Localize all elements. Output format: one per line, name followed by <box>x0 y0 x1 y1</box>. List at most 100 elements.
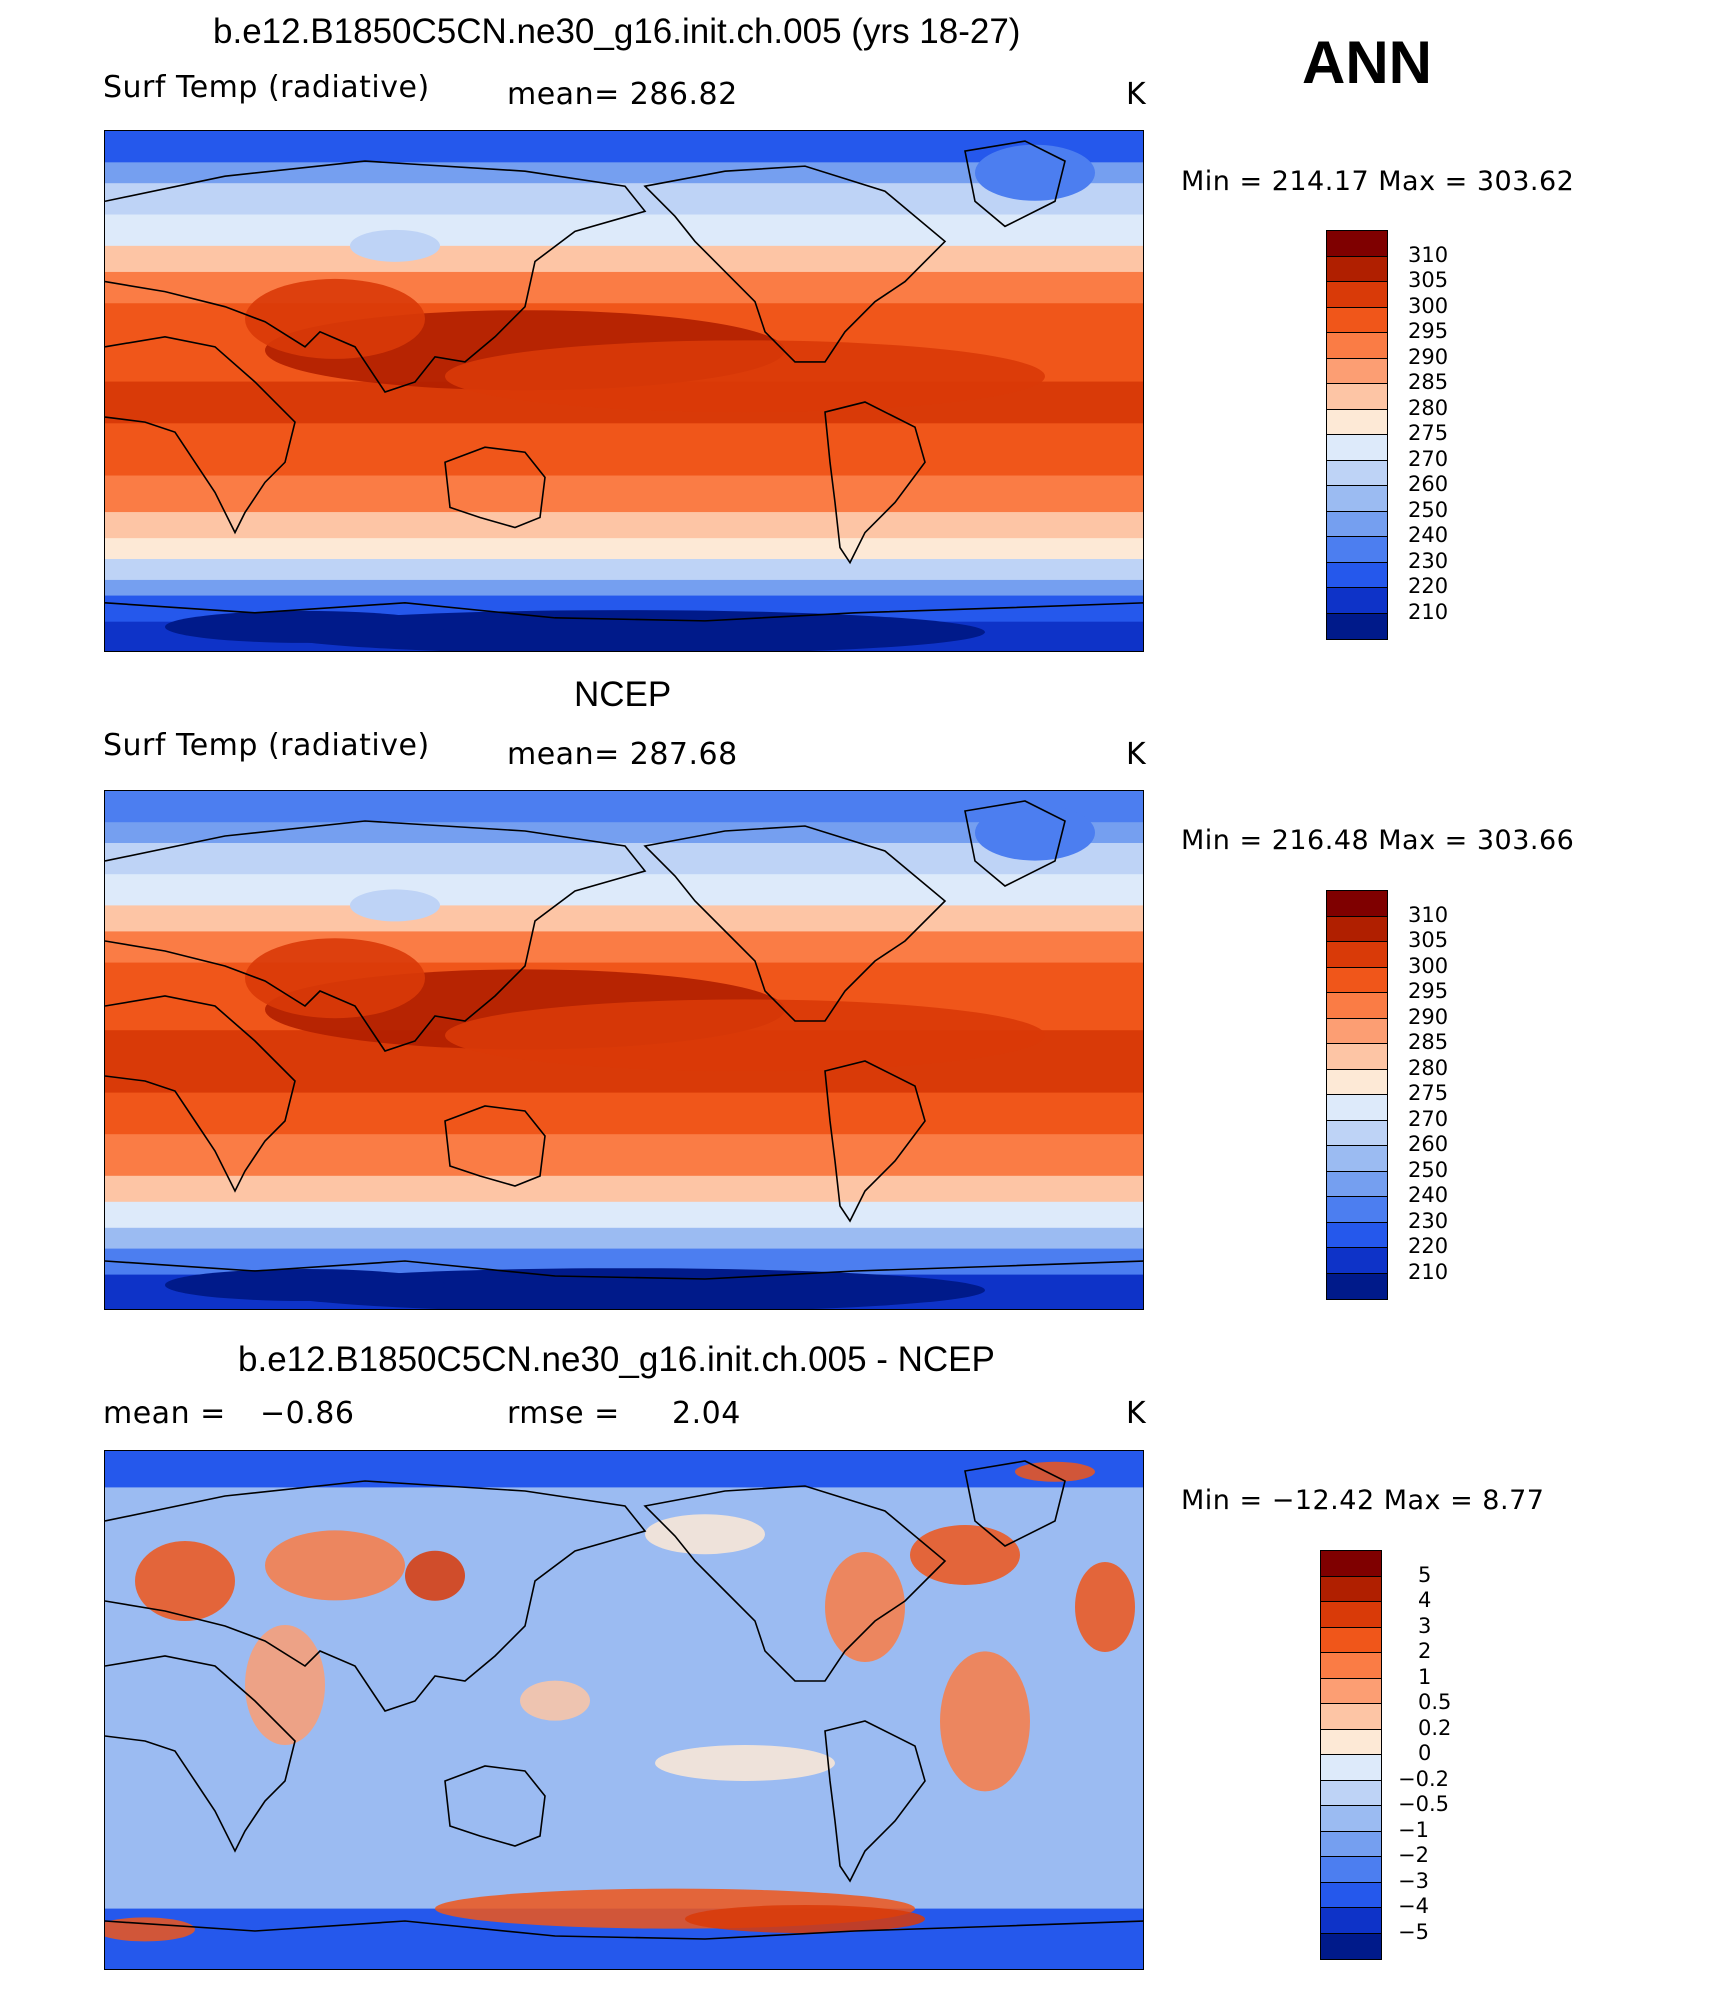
coastline <box>643 825 947 1022</box>
panel-3-minmax: Min = −12.42 Max = 8.77 <box>1181 1485 1545 1516</box>
colorbar-swatch <box>1327 1248 1387 1274</box>
colorbar-swatch <box>1327 1197 1387 1223</box>
anomaly-region <box>940 1651 1030 1792</box>
colorbar-swatch <box>1321 1653 1381 1679</box>
panel-1-left-label: Surf Temp (radiative) <box>103 70 430 105</box>
panel-2-mean-label: mean= 287.68 <box>507 737 738 772</box>
anomaly-region <box>105 1917 195 1942</box>
colorbar-swatch <box>1327 409 1387 435</box>
colorbar-tick-label: 305 <box>1408 268 1449 292</box>
colorbar-tick-label: 5 <box>1418 1562 1432 1587</box>
colorbar-swatch <box>1321 1704 1381 1730</box>
colorbar-tick-label: 1 <box>1418 1664 1432 1689</box>
colorbar-tick-label: 310 <box>1408 902 1449 927</box>
anomaly-region <box>825 1552 905 1662</box>
colorbar-swatch <box>1327 537 1387 563</box>
panel-3-units-label: K <box>1126 1396 1147 1431</box>
colorbar-swatch <box>1327 562 1387 588</box>
warm-pool-region <box>445 999 1045 1072</box>
colorbar-tick-label: 210 <box>1408 599 1449 624</box>
panel-2-map <box>104 790 1144 1310</box>
panel-2-left-label: Surf Temp (radiative) <box>103 728 430 763</box>
colorbar-swatch <box>1327 231 1387 257</box>
coastline <box>964 1460 1066 1547</box>
colorbar-tick-label: 0 <box>1418 1741 1432 1765</box>
colorbar-swatch <box>1321 1933 1381 1959</box>
temperature-band <box>105 131 1143 164</box>
temperature-band <box>105 1227 1143 1250</box>
anomaly-region <box>245 1625 325 1745</box>
temperature-band <box>105 214 1143 247</box>
colorbar-swatch <box>1327 256 1387 282</box>
colorbar-swatch <box>1321 1806 1381 1832</box>
colorbar-swatch <box>1327 486 1387 512</box>
colorbar-swatch <box>1321 1551 1381 1577</box>
colorbar-tick-label: 300 <box>1408 953 1449 978</box>
cold-region <box>350 229 440 262</box>
colorbar-tick-label: 280 <box>1408 395 1449 420</box>
cold-region <box>975 804 1095 861</box>
panel-1-minmax: Min = 214.17 Max = 303.62 <box>1181 166 1575 197</box>
colorbar-tick-label: 250 <box>1408 1157 1449 1182</box>
colorbar-swatch <box>1327 435 1387 461</box>
colorbar-swatch <box>1321 1729 1381 1755</box>
colorbar-tick-label: 0.2 <box>1418 1715 1452 1740</box>
colorbar-swatch <box>1327 1222 1387 1248</box>
colorbar-swatch <box>1327 588 1387 614</box>
panel-1-field-svg <box>105 131 1143 651</box>
panel-3-rmse-value: 2.04 <box>672 1396 741 1431</box>
colorbar-tick-label: 230 <box>1408 1208 1449 1233</box>
colorbar-swatch <box>1321 1602 1381 1628</box>
colorbar-swatch <box>1327 942 1387 968</box>
temperature-band <box>105 475 1143 514</box>
anomaly-region <box>655 1745 835 1781</box>
coastline <box>824 401 926 565</box>
panel-3-map <box>104 1450 1144 1970</box>
colorbar-swatch <box>1327 1146 1387 1172</box>
coastline <box>105 995 296 1193</box>
coastline <box>824 1060 926 1223</box>
colorbar-swatch <box>1321 1576 1381 1602</box>
coastline <box>105 1480 647 1712</box>
colorbar-tick-label: 285 <box>1408 1030 1449 1054</box>
colorbar-tick-label: −0.2 <box>1398 1766 1449 1791</box>
temperature-band <box>105 183 1143 216</box>
colorbar-tick-label: 310 <box>1408 242 1449 267</box>
warm-pool-region <box>245 938 425 1019</box>
coastline <box>105 820 647 1052</box>
cold-region <box>165 610 445 643</box>
colorbar-tick-label: 275 <box>1408 421 1449 445</box>
colorbar-tick-label: 250 <box>1408 497 1449 522</box>
colorbar-swatch <box>1327 1069 1387 1095</box>
colorbar-swatch <box>1327 891 1387 917</box>
coastline <box>105 1260 1143 1280</box>
panel-3-rmse-label: rmse = <box>507 1396 620 1431</box>
colorbar-swatch <box>1321 1780 1381 1806</box>
coastline <box>444 446 546 529</box>
coastline <box>643 1485 947 1682</box>
colorbar-tick-label: 295 <box>1408 979 1449 1003</box>
temperature-band <box>105 579 1143 597</box>
colorbar-swatch <box>1321 1908 1381 1934</box>
temperature-band <box>105 559 1143 581</box>
temperature-band <box>105 245 1143 273</box>
temperature-band <box>105 874 1143 907</box>
anomaly-region <box>910 1525 1020 1585</box>
colorbar-tick-label: 220 <box>1408 1234 1449 1258</box>
colorbar-swatch <box>1327 333 1387 359</box>
colorbar-tick-label: 3 <box>1418 1613 1432 1638</box>
colorbar-tick-label: 240 <box>1408 523 1449 547</box>
colorbar-tick-label: 2 <box>1418 1639 1432 1663</box>
colorbar-tick-label: 280 <box>1408 1055 1449 1080</box>
colorbar-swatch <box>1327 916 1387 942</box>
panel-3-field-svg <box>105 1451 1143 1969</box>
temperature-band <box>105 538 1143 561</box>
colorbar-tick-label: 270 <box>1408 446 1449 471</box>
colorbar-swatch <box>1327 1018 1387 1044</box>
panel-2-minmax: Min = 216.48 Max = 303.66 <box>1181 825 1575 856</box>
anomaly-region <box>135 1541 235 1621</box>
temp-colorbar-swatches <box>1326 890 1388 1300</box>
colorbar-tick-label: 260 <box>1408 472 1449 496</box>
anomaly-region <box>520 1680 590 1721</box>
coastline <box>105 1920 1143 1940</box>
